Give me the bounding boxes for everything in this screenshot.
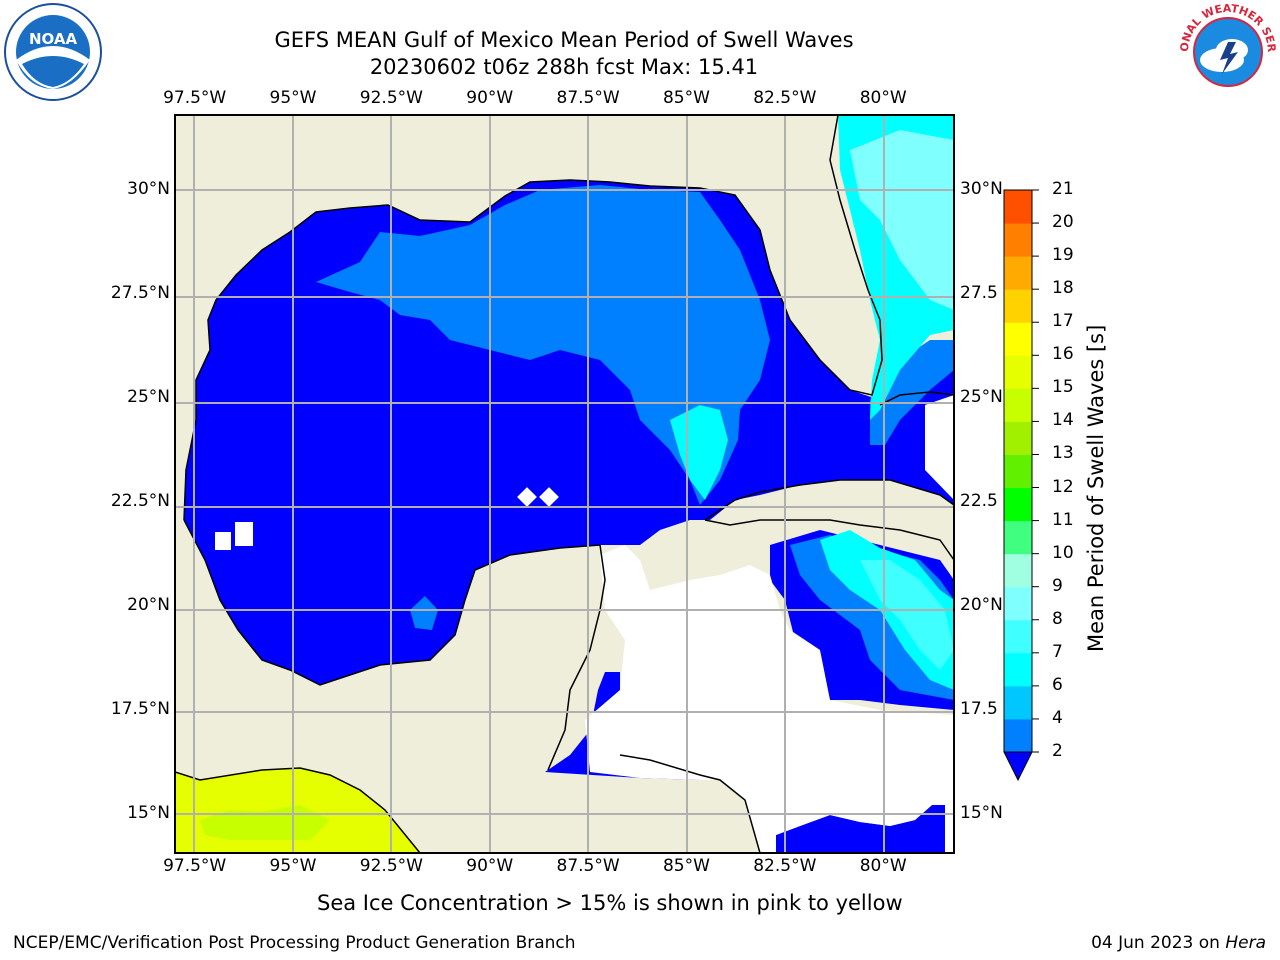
caribbean-far-south-swell [776, 805, 945, 853]
lat-tick-label-left: 30°N [127, 179, 170, 199]
lat-tick-label-left: 25°N [127, 387, 170, 407]
colorbar-segment [1004, 322, 1032, 356]
colorbar-tick-label: 15 [1052, 377, 1074, 398]
colorbar-tick-label: 17 [1052, 311, 1074, 332]
footer-machine: Hera [1225, 933, 1266, 953]
swell-4-6s-field [670, 405, 728, 500]
nodata-patch [517, 487, 537, 507]
lat-tick-label-right: 30°N [960, 179, 1003, 199]
colorbar-frame [1003, 189, 1033, 753]
lat-tick-label-right: 15°N [960, 803, 1003, 823]
map-frame [174, 114, 955, 854]
swell-2-4s-patch [410, 596, 438, 630]
lon-tick-label-bottom: 97.5°W [163, 856, 227, 876]
footer-right: 04 Jun 2023 on Hera [1091, 933, 1266, 953]
colorbar-segment [1004, 520, 1032, 555]
colorbar-tick-label: 7 [1052, 641, 1063, 662]
colorbar-tick-label: 10 [1052, 542, 1074, 563]
lon-tick-label-bottom: 82.5°W [753, 856, 817, 876]
nodata-bahamas [925, 395, 954, 500]
footer-left: NCEP/EMC/Verification Post Processing Pr… [13, 933, 576, 953]
colorbar-segment [1004, 355, 1032, 389]
colorbar-tick-label: 2 [1052, 741, 1063, 761]
colorbar-tick-label: 11 [1052, 509, 1074, 530]
colorbar-segment [1004, 619, 1032, 654]
colorbar [1003, 189, 1039, 782]
colorbar-tick-label: 14 [1052, 410, 1074, 431]
lat-tick-label-right: 20°N [960, 595, 1003, 615]
colorbar-tick-label: 9 [1052, 575, 1063, 596]
lon-tick-label-top: 90°W [466, 88, 514, 108]
swell-2-4s-band [316, 185, 770, 505]
lat-tick-label-right: 27.5 [960, 283, 998, 303]
colorbar-tick-label: 6 [1052, 674, 1063, 695]
colorbar-tick-label: 18 [1052, 278, 1074, 299]
lat-tick-label-right: 25°N [960, 387, 1003, 407]
nodata-patch [235, 522, 253, 546]
lon-tick-label-bottom: 80°W [859, 856, 907, 876]
lon-tick-label-top: 92.5°W [359, 88, 423, 108]
colorbar-segment [1004, 256, 1032, 290]
lon-tick-label-top: 80°W [859, 88, 907, 108]
colorbar-tick-label: 20 [1052, 212, 1074, 233]
lat-tick-label-left: 15°N [127, 803, 170, 823]
colorbar-tick-label: 21 [1052, 179, 1074, 199]
lat-tick-label-left: 20°N [127, 595, 170, 615]
colorbar-tick-label: 19 [1052, 245, 1074, 266]
colorbar-segment [1004, 421, 1032, 455]
coastline [175, 115, 954, 853]
graticule [175, 115, 954, 853]
colorbar-segment [1004, 586, 1032, 621]
lon-tick-label-top: 95°W [269, 88, 317, 108]
colorbar-tick-label: 16 [1052, 344, 1074, 365]
colorbar-tick-label: 8 [1052, 608, 1063, 629]
colorbar-tick-label: 12 [1052, 476, 1074, 497]
nodata-patch [215, 532, 231, 550]
lat-tick-label-left: 22.5°N [110, 491, 170, 511]
lon-tick-label-bottom: 95°W [269, 856, 317, 876]
nws-logo: NATIONAL WEATHER SERVICE [1176, 0, 1280, 104]
nodata-patch [539, 487, 559, 507]
colorbar-segment [1004, 190, 1032, 224]
lat-tick-label-right: 17.5 [960, 699, 998, 719]
colorbar-segment [1004, 487, 1032, 522]
sea-ice-caption: Sea Ice Concentration > 15% is shown in … [317, 891, 903, 915]
lon-tick-label-top: 85°W [662, 88, 710, 108]
nodata-western-caribbean [585, 545, 954, 853]
colorbar-segment [1004, 454, 1032, 489]
swell-6-8s-atlantic [850, 130, 954, 310]
colorbar-tick-label: 4 [1052, 707, 1063, 728]
swell-2-4s-band-bahamas [870, 340, 954, 445]
lon-tick-label-top: 82.5°W [753, 88, 817, 108]
lat-tick-label-left: 27.5°N [110, 283, 170, 303]
chart-subtitle: 20230602 t06z 288h fcst Max: 15.41 [369, 55, 759, 79]
colorbar-segment [1004, 718, 1032, 753]
chart-title: GEFS MEAN Gulf of Mexico Mean Period of … [274, 28, 854, 52]
colorbar-segment [1004, 223, 1032, 257]
colorbar-segment [1004, 685, 1032, 720]
lon-tick-label-bottom: 92.5°W [359, 856, 423, 876]
colorbar-segment [1004, 553, 1032, 588]
colorbar-extend-min [1003, 751, 1033, 782]
lon-tick-label-bottom: 85°W [662, 856, 710, 876]
lat-tick-label-right: 22.5 [960, 491, 998, 511]
footer-date: 04 Jun 2023 on [1091, 933, 1226, 953]
lat-tick-label-left: 17.5°N [110, 699, 170, 719]
lon-tick-label-bottom: 87.5°W [556, 856, 620, 876]
colorbar-segment [1004, 652, 1032, 687]
colorbar-segment [1004, 289, 1032, 323]
lon-tick-label-top: 87.5°W [556, 88, 620, 108]
colorbar-tick-label: 13 [1052, 443, 1074, 464]
svg-text:NOAA: NOAA [29, 30, 78, 48]
noaa-logo: NOAA [2, 2, 104, 102]
colorbar-label: Mean Period of Swell Waves [s] [1084, 324, 1108, 652]
colorbar-segment [1004, 388, 1032, 422]
lon-tick-label-bottom: 90°W [466, 856, 514, 876]
lon-tick-label-top: 97.5°W [163, 88, 227, 108]
